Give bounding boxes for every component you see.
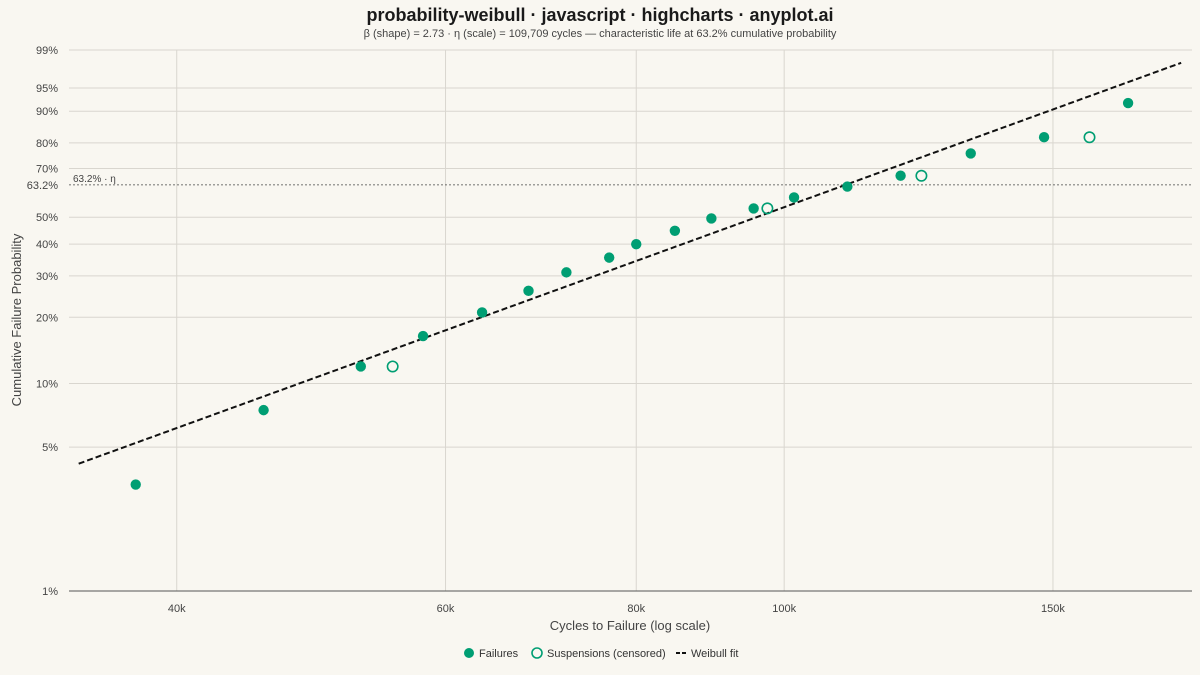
reference-line-layer: 63.2% · η [69, 174, 1192, 186]
suspension-point[interactable] [915, 169, 928, 182]
x-tick-labels: 40k 60k 80k 100k 150k [168, 603, 1066, 615]
suspension-point[interactable] [1083, 131, 1096, 144]
failure-point[interactable] [895, 170, 906, 181]
failure-point[interactable] [355, 361, 366, 372]
failure-point[interactable] [417, 330, 429, 342]
y-tick-labels: 1% 5% 10% 20% 30% 40% 50% 63.2% 70% 80% 90% 95% 99% [27, 45, 58, 598]
y-tick-label: 30% [36, 271, 58, 283]
x-axis-title: Cycles to Failure (log scale) [550, 618, 710, 633]
legend-suspensions-marker [531, 647, 543, 659]
x-tick-label: 80k [627, 603, 645, 615]
y-tick-label: 20% [36, 312, 58, 324]
chart-subtitle: β (shape) = 2.73 · η (scale) = 109,709 c… [363, 28, 837, 40]
y-tick-label: 1% [42, 586, 58, 598]
failure-point[interactable] [603, 252, 615, 263]
suspension-point[interactable] [386, 360, 399, 373]
legend-fit-label: Weibull fit [691, 648, 738, 660]
failure-point[interactable] [1038, 132, 1050, 143]
weibull-fit-line[interactable] [78, 61, 1182, 465]
failure-point[interactable] [748, 203, 759, 214]
y-tick-label: 63.2% [27, 180, 58, 192]
failure-point[interactable] [476, 307, 488, 318]
y-axis-title: Cumulative Failure Probability [9, 233, 24, 406]
data-points [130, 97, 1134, 490]
x-tick-label: 60k [437, 603, 455, 615]
failure-point[interactable] [130, 479, 141, 490]
x-tick-label: 40k [168, 603, 186, 615]
legend: Failures Suspensions (censored) Weibull … [464, 647, 738, 660]
failure-point[interactable] [561, 267, 572, 278]
y-tick-label: 95% [36, 83, 58, 95]
fit-layer [78, 61, 1182, 465]
suspension-point[interactable] [761, 202, 774, 215]
legend-item-weibull-fit[interactable]: Weibull fit [676, 648, 738, 660]
grid-layer [69, 49, 1192, 592]
y-tick-label: 10% [36, 379, 58, 391]
y-tick-label: 70% [36, 163, 58, 175]
x-tick-label: 150k [1041, 603, 1065, 615]
legend-suspensions-label: Suspensions (censored) [547, 648, 666, 660]
failure-point[interactable] [258, 404, 269, 416]
eta-reference-label: 63.2% · η [73, 174, 116, 185]
legend-item-failures[interactable]: Failures [464, 648, 519, 660]
y-tick-label: 40% [36, 239, 58, 251]
failure-point[interactable] [965, 148, 976, 159]
y-tick-label: 99% [36, 45, 58, 57]
y-tick-label: 5% [42, 442, 58, 454]
failure-point[interactable] [842, 181, 853, 192]
legend-item-suspensions[interactable]: Suspensions (censored) [531, 647, 666, 660]
legend-failures-label: Failures [479, 648, 519, 660]
failure-point[interactable] [1122, 97, 1134, 109]
legend-failures-marker [464, 648, 474, 658]
failure-point[interactable] [523, 285, 534, 297]
y-tick-label: 90% [36, 106, 58, 118]
x-tick-label: 100k [772, 603, 796, 615]
failure-point[interactable] [788, 192, 800, 203]
chart-title: probability-weibull · javascript · highc… [366, 5, 834, 25]
failure-point[interactable] [706, 213, 717, 224]
y-tick-label: 50% [36, 212, 58, 224]
failure-point[interactable] [631, 238, 642, 250]
failure-point[interactable] [669, 225, 681, 236]
y-tick-label: 80% [36, 138, 58, 150]
